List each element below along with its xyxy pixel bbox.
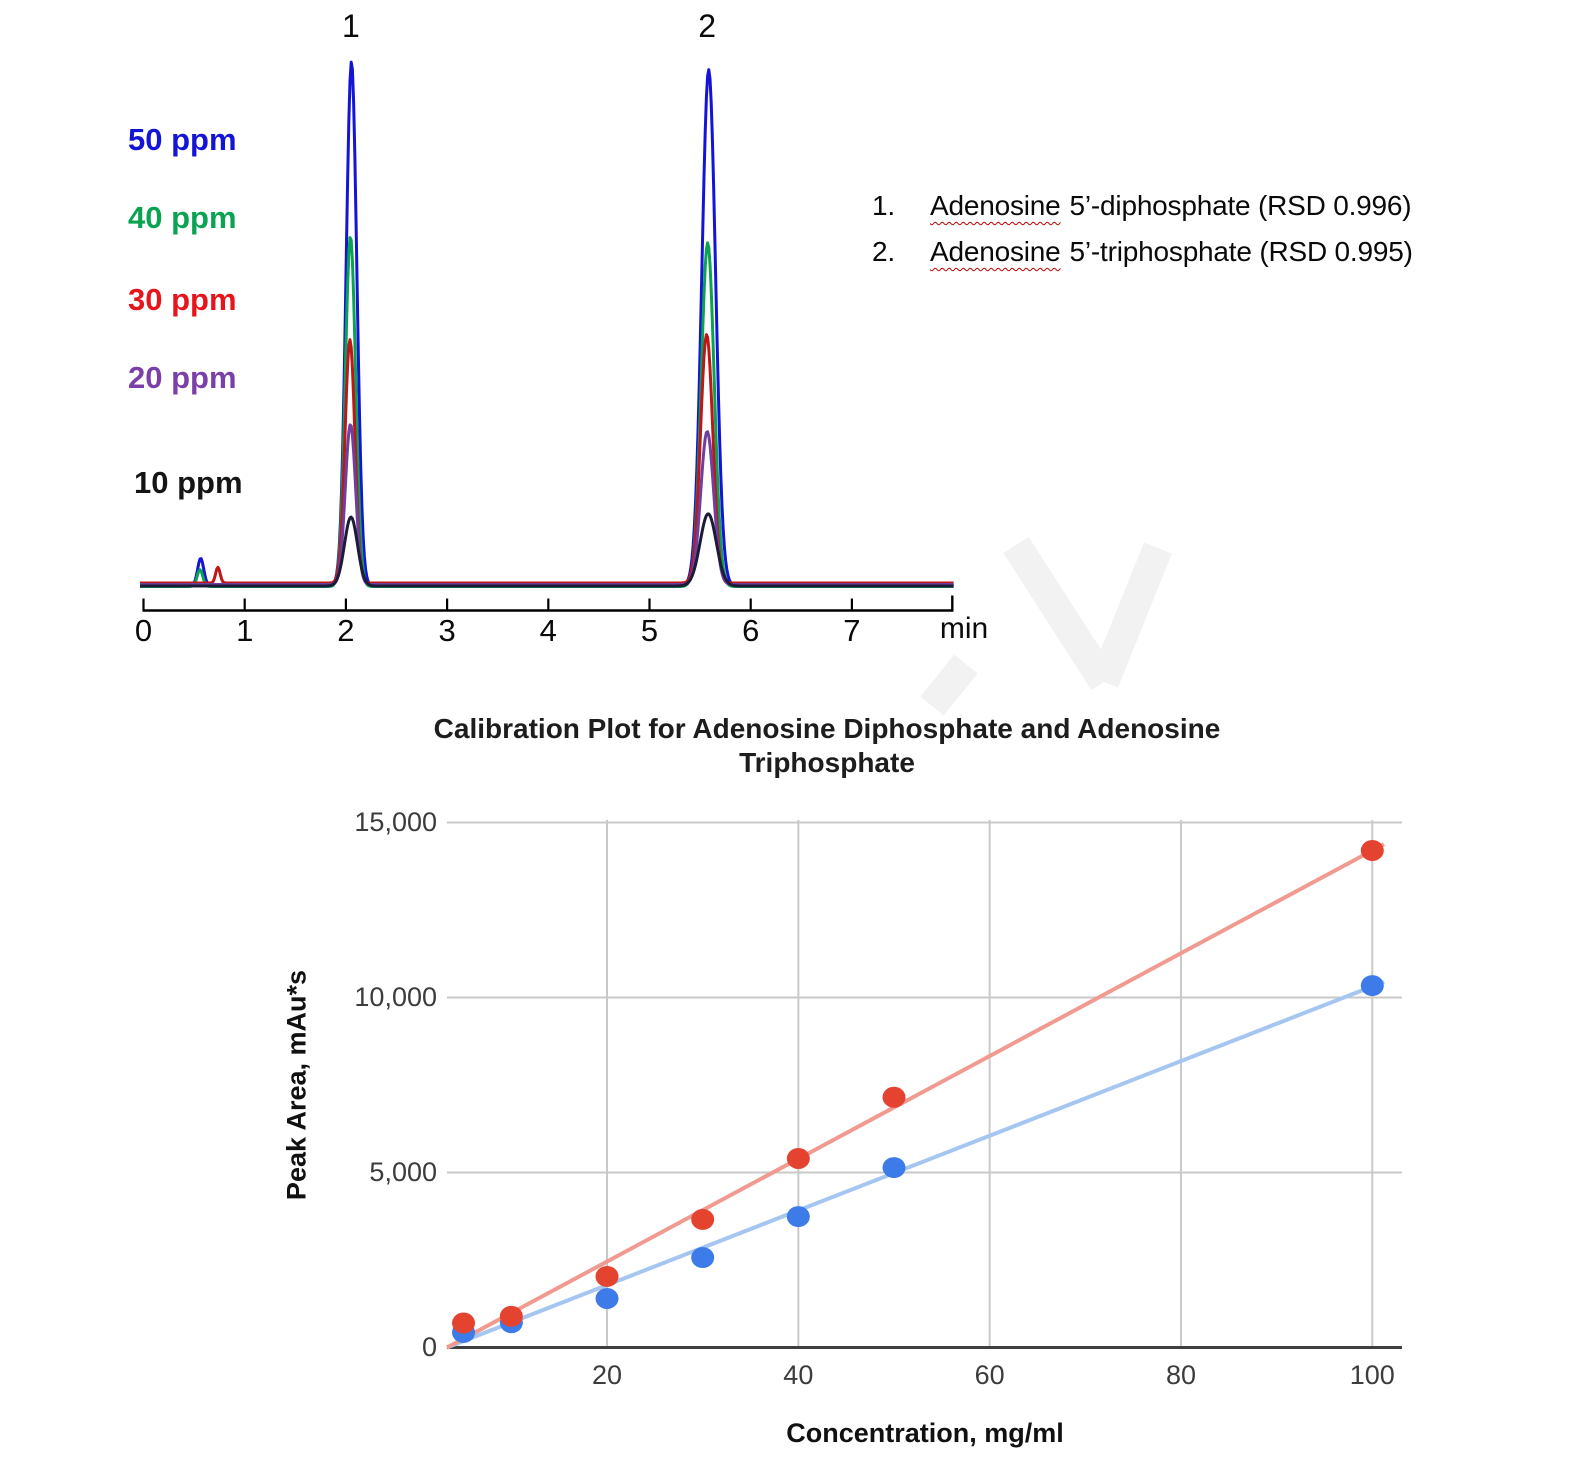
calibration-x-tick-label: 100 xyxy=(1349,1360,1395,1390)
legend-compound: Adenosine xyxy=(930,236,1061,267)
chromatogram-x-axis-unit: min xyxy=(939,612,989,645)
peak-number-label-2: 2 xyxy=(698,8,717,44)
concentration-label-20-ppm: 20 ppm xyxy=(128,360,237,395)
watermark xyxy=(920,536,1172,716)
data-point-adenosine-triphosphate xyxy=(691,1247,715,1269)
data-point-adenosine-diphosphate xyxy=(595,1265,619,1287)
legend-detail: 5’-diphosphate (RSD 0.996) xyxy=(1069,190,1412,221)
calibration-y-axis-title: Peak Area, mAu*s xyxy=(281,969,312,1201)
watermark-stroke xyxy=(1003,536,1117,691)
legend-detail: 5’-triphosphate (RSD 0.995) xyxy=(1069,236,1413,267)
data-point-adenosine-diphosphate xyxy=(452,1312,476,1334)
legend-item-1: 1. Adenosine 5’-diphosphate (RSD 0.996) xyxy=(872,190,1413,236)
calibration-x-axis-title: Concentration, mg/ml xyxy=(786,1418,1064,1448)
trendline-adenosine-diphosphate xyxy=(446,842,1385,1350)
trace-10-ppm xyxy=(139,512,954,588)
watermark-stroke xyxy=(920,654,978,716)
calibration-y-tick-label: 0 xyxy=(421,1331,437,1362)
peak-legend: 1. Adenosine 5’-diphosphate (RSD 0.996) … xyxy=(872,190,1413,282)
chromatogram-x-tick-label: 6 xyxy=(742,613,760,648)
legend-index: 2. xyxy=(872,236,895,267)
concentration-label-50-ppm: 50 ppm xyxy=(128,122,237,157)
data-point-adenosine-diphosphate xyxy=(1360,840,1384,861)
trendline-adenosine-triphosphate xyxy=(446,979,1385,1350)
data-point-adenosine-triphosphate xyxy=(1360,975,1384,997)
calibration-y-tick-label: 10,000 xyxy=(354,981,437,1012)
legend-compound: Adenosine xyxy=(930,190,1061,221)
calibration-title: Calibration Plot for Adenosine Diphospha… xyxy=(433,713,1221,778)
calibration-x-tick-label: 40 xyxy=(783,1360,814,1390)
data-point-adenosine-triphosphate xyxy=(595,1288,619,1309)
data-point-adenosine-diphosphate xyxy=(499,1305,523,1327)
legend-index: 1. xyxy=(872,190,895,221)
data-point-adenosine-diphosphate xyxy=(786,1148,810,1169)
concentration-label-40-ppm: 40 ppm xyxy=(128,200,237,235)
data-point-adenosine-triphosphate xyxy=(882,1157,906,1179)
watermark-stroke xyxy=(1090,542,1172,688)
calibration-x-tick-label: 80 xyxy=(1165,1360,1196,1390)
chromatogram-x-tick-label: 1 xyxy=(236,613,254,648)
data-point-adenosine-triphosphate xyxy=(786,1206,810,1228)
chromatogram-x-tick-label: 3 xyxy=(438,613,456,648)
chromatogram-x-tick-label: 5 xyxy=(640,613,659,648)
concentration-label-30-ppm: 30 ppm xyxy=(128,282,237,317)
peak-number-label-1: 1 xyxy=(342,8,360,44)
chromatogram-x-tick-label: 0 xyxy=(134,613,153,648)
data-point-adenosine-diphosphate xyxy=(691,1208,715,1230)
concentration-label-10-ppm: 10 ppm xyxy=(134,465,243,500)
calibration-y-tick-label: 15,000 xyxy=(354,806,437,837)
calibration-x-tick-label: 60 xyxy=(974,1360,1005,1390)
chromatogram-x-tick-label: 2 xyxy=(337,613,355,648)
chromatogram-x-tick-label: 4 xyxy=(539,613,557,648)
calibration-y-tick-label: 5,000 xyxy=(369,1156,437,1187)
chromatogram-x-tick-label: 7 xyxy=(843,613,861,648)
data-point-adenosine-diphosphate xyxy=(882,1086,906,1108)
calibration-x-tick-label: 20 xyxy=(591,1360,623,1390)
legend-item-2: 2. Adenosine 5’-triphosphate (RSD 0.995) xyxy=(872,236,1413,282)
